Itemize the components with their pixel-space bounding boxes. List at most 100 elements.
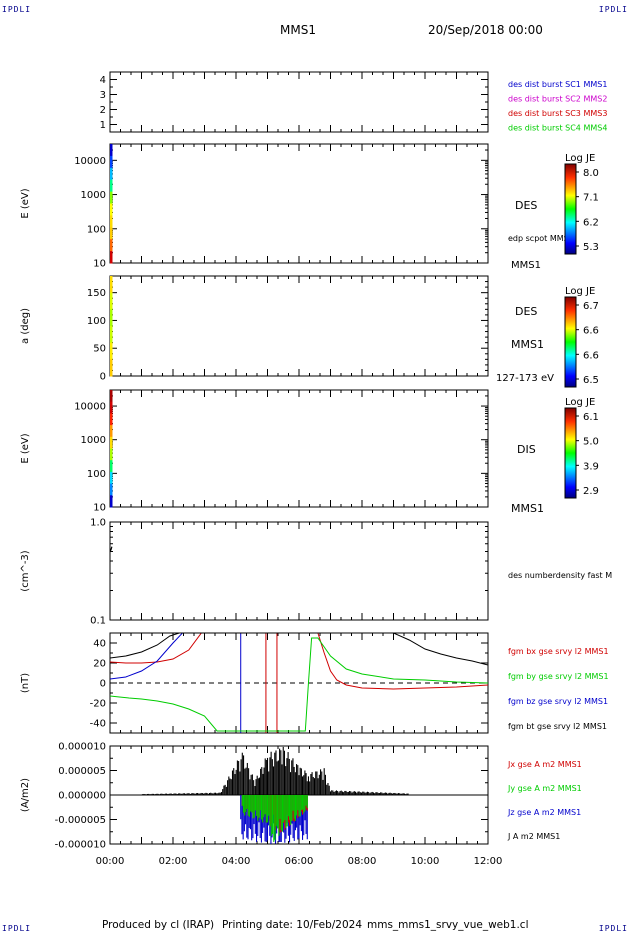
panel-des-pitch-spectro-column (110, 276, 113, 294)
panel-des-energy-spectro-column (110, 203, 113, 216)
panel-des-energy-spectro-column (110, 191, 113, 204)
footer-printing-date: Printing date: 10/Feb/2024 (222, 919, 363, 931)
x-tick-label: 02:00 (159, 856, 188, 867)
panel-des-pitch-instrument: DES (515, 305, 537, 318)
panel-dis-energy-spectro-column (110, 483, 113, 496)
panel-des-energy-colorbar-tick-label: 5.3 (583, 242, 599, 253)
x-tick-label: 06:00 (285, 856, 314, 867)
panel-des-energy-spectro-column (110, 251, 113, 264)
panel-des-pitch-ytick-label: 50 (93, 344, 106, 355)
panel-des-energy-colorbar-title: Log JE (565, 153, 595, 164)
panel-current-ytick-label: -0.000005 (55, 815, 106, 826)
bfield-series-line (110, 633, 183, 680)
bfield-series-line (110, 633, 488, 690)
panel-density-ytick-label: 0.1 (90, 616, 106, 627)
panel-bfield-ytick-label: 20 (93, 659, 106, 670)
burst-legend-item: des dist burst SC1 MMS1 (508, 80, 607, 89)
corner-label-bottom-right: IPDLI (598, 924, 628, 933)
panel-des-pitch-colorbar-tick-label: 6.7 (583, 301, 599, 312)
panel-des-energy-ytick-label: 1000 (81, 190, 106, 201)
panel-dis-energy-spectro-column (110, 401, 113, 414)
panel-des-pitch-colorbar-title: Log JE (565, 286, 595, 297)
panel-bfield-ytick-label: 40 (93, 639, 106, 650)
panel-current-ytick-label: 0.000000 (58, 791, 106, 802)
panel-burst-ytick-label: 2 (100, 105, 106, 116)
corner-label-top-right: IPDLI (598, 5, 628, 14)
panel-dis-energy-ylabel: E (eV) (20, 433, 31, 463)
panel-dis-energy-spectro-column (110, 460, 113, 473)
panel-bfield-ytick-label: -40 (90, 719, 106, 730)
panel-des-energy-spectro-column (110, 179, 113, 193)
panel-dis-energy-ytick-label: 10000 (74, 402, 106, 413)
x-tick-label: 12:00 (474, 856, 503, 867)
current-legend-item: Jx gse A m2 MMS1 (507, 760, 582, 769)
panel-density-ylabel: (cm^-3) (20, 550, 31, 591)
panel-dis-energy-colorbar-title: Log JE (565, 397, 595, 408)
panel-des-pitch-colorbar-bar (564, 296, 577, 388)
panel-dis-energy-colorbar-tick-label: 5.0 (583, 437, 599, 448)
panel-des-energy-ytick-label: 10000 (74, 156, 106, 167)
header-date: 20/Sep/2018 00:00 (428, 23, 543, 37)
panel-dis-energy-colorbar-tick-label: 2.9 (583, 486, 599, 497)
density-series-line (109, 546, 113, 552)
panel-des-pitch-ylabel: a (deg) (20, 308, 31, 344)
corner-label-top-left: IPDLI (2, 5, 32, 14)
panel-des-energy-spectro-column (110, 155, 113, 169)
panel-burst-ytick-label: 3 (100, 90, 106, 101)
panel-dis-energy-spectro-column (110, 413, 113, 426)
x-tick-label: 08:00 (348, 856, 377, 867)
panel-des-energy-ytick-label: 100 (87, 224, 106, 235)
panel-bfield-ylabel: (nT) (20, 673, 31, 693)
panel-des-pitch-spectro-column (110, 342, 113, 360)
header-spacecraft: MMS1 (280, 23, 316, 37)
panel-density-frame (109, 521, 489, 621)
panel-burst-ytick-label: 4 (100, 75, 106, 86)
panel-dis-energy-spectro-column (110, 495, 113, 508)
panel-des-pitch-spectro-column (110, 292, 113, 310)
panel-des-pitch-spectro-column (110, 326, 113, 344)
bfield-legend-item: fgm bz gse srvy l2 MMS1 (508, 697, 608, 706)
burst-legend-item: des dist burst SC4 MMS4 (508, 124, 607, 133)
panel-dis-energy-colorbar-tick-label: 6.1 (583, 412, 599, 423)
panel-des-pitch-ytick-label: 0 (100, 372, 106, 383)
panel-bfield-ytick-label: 0 (100, 679, 106, 690)
burst-legend-item: des dist burst SC3 MMS3 (508, 109, 607, 118)
panel-des-pitch-colorbar-tick-label: 6.5 (583, 375, 599, 386)
panel-dis-energy-spectro-column (110, 471, 113, 485)
panel-des-energy-colorbar-tick-label: 6.2 (583, 217, 599, 228)
panel-des-energy-spectro-column (110, 167, 113, 181)
x-tick-label: 00:00 (96, 856, 125, 867)
panel-current-ytick-label: 0.000010 (58, 742, 106, 753)
panel-des-pitch-energy-range: 127-173 eV (496, 373, 554, 384)
panel-des-pitch-spectro-column (110, 309, 113, 327)
panel-burst-frame (109, 71, 489, 133)
panel-dis-energy-frame (109, 389, 489, 508)
panel-des-energy-spectro-column (110, 215, 113, 228)
panel-dis-energy-instrument: DIS (517, 443, 536, 456)
panel-des-pitch-colorbar-tick-label: 6.6 (583, 350, 599, 361)
panel-des-energy-spacecraft: MMS1 (511, 260, 541, 271)
panel-current-ytick-label: 0.000005 (58, 766, 106, 777)
panel-des-energy-instrument: DES (515, 199, 537, 212)
x-tick-label: 10:00 (411, 856, 440, 867)
panel-dis-energy-ytick-label: 100 (87, 469, 106, 480)
bfield-legend-item: fgm by gse srvy l2 MMS1 (508, 672, 609, 681)
panel-current-ytick-label: -0.000010 (55, 840, 106, 851)
panel-des-energy-spectro-column (110, 239, 113, 252)
current-legend-item: Jy gse A m2 MMS1 (507, 784, 582, 793)
bfield-series-line (110, 637, 488, 732)
current-legend-item: Jz gse A m2 MMS1 (507, 808, 581, 817)
panel-des-energy-ylabel: E (eV) (20, 188, 31, 218)
panel-des-energy-overlay-label: edp scpot MMS1 (508, 234, 574, 243)
corner-label-bottom-left: IPDLI (2, 924, 32, 933)
panel-density-ytick-label: 1.0 (90, 518, 106, 529)
panel-des-energy-spectro-column (110, 144, 113, 157)
footer-producer: Produced by cl (IRAP) (102, 919, 215, 931)
panel-bfield-ytick-label: -20 (90, 699, 106, 710)
panel-des-pitch-colorbar-tick-label: 6.6 (583, 326, 599, 337)
panel-dis-energy-ytick-label: 1000 (81, 435, 106, 446)
panel-des-pitch-ytick-label: 150 (87, 288, 106, 299)
panel-des-energy-colorbar-tick-label: 7.1 (583, 193, 599, 204)
bfield-legend-item: fgm bt gse srvy l2 MMS1 (508, 722, 607, 731)
